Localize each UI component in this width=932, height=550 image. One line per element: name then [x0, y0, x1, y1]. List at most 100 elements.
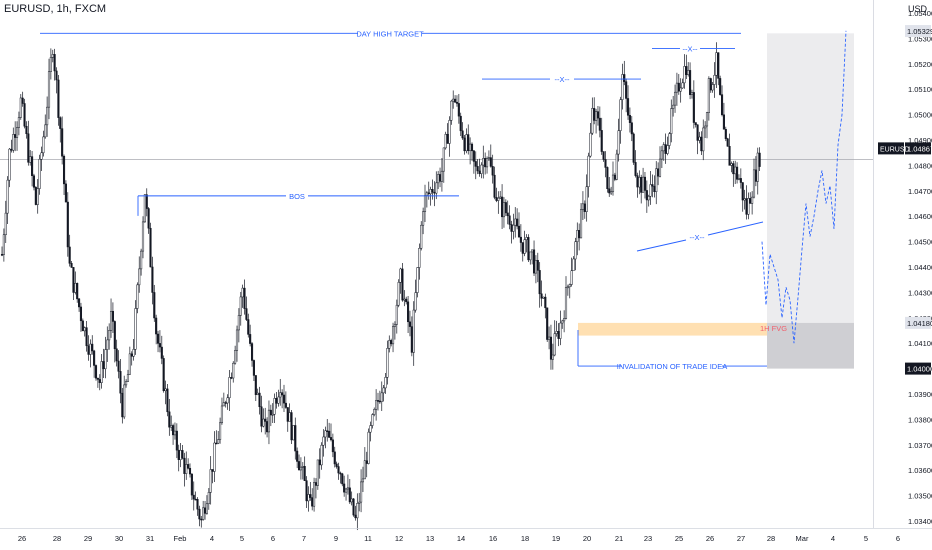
price-axis[interactable]: 1.05400 1.05300 1.05200 1.05100 1.05000 1.049… [873, 0, 932, 528]
candle-body [534, 260, 537, 274]
candle-body [751, 196, 754, 204]
candle-body [715, 52, 718, 76]
candle-body [288, 412, 291, 422]
candle-body [564, 287, 568, 319]
date-tick-label: 26 [706, 534, 714, 543]
candle-body [360, 481, 363, 503]
price-tick-label: 1.04700 [908, 187, 932, 196]
date-tick-label: 7 [302, 534, 306, 543]
candle-body [591, 108, 594, 134]
candle-body [136, 284, 139, 309]
candle-body [232, 362, 235, 379]
candle-body [444, 133, 447, 149]
candle-body [94, 365, 98, 379]
candle-body [260, 406, 263, 427]
price-tick-label: 1.03500 [908, 492, 932, 501]
candle-body [175, 430, 178, 451]
candle-body [311, 497, 314, 507]
candle-body [172, 425, 175, 436]
candle-body [299, 466, 302, 471]
candle-body [621, 74, 624, 100]
trendline-label: --X-- [690, 233, 705, 242]
date-tick-label: 30 [115, 534, 123, 543]
time-axis[interactable]: 26 28 29 30 31 Feb 4 5 6 7 9 11 12 13 14 16 18 19 20 21 23 25… [0, 528, 932, 544]
candle-body [476, 166, 479, 172]
candle-body [497, 197, 500, 201]
date-tick-label: Feb [174, 534, 187, 543]
price-tick-label: 1.04500 [908, 238, 932, 247]
candle-body [190, 473, 193, 496]
candle-body [736, 166, 739, 180]
candle-body [728, 146, 731, 166]
candle-body [442, 147, 445, 172]
candle-body [382, 387, 385, 394]
candle-body [23, 103, 26, 127]
candle-body [267, 409, 271, 433]
candle-body [664, 144, 667, 154]
currency-label: USD [908, 4, 928, 14]
candle-body [700, 136, 703, 152]
candle-body [331, 439, 334, 453]
candle-body [247, 319, 250, 335]
date-tick-label: 11 [364, 534, 372, 543]
candle-body [657, 168, 660, 177]
candle-body [198, 508, 201, 520]
candle-body [194, 498, 197, 501]
candle-body [245, 308, 248, 320]
candle-body [125, 381, 128, 386]
candle-body [282, 394, 286, 404]
candle-body [78, 298, 81, 308]
candle-body [141, 221, 145, 252]
candle-body [111, 310, 114, 322]
candle-body [378, 400, 381, 403]
candle-body [29, 156, 32, 163]
candle-body [675, 82, 678, 93]
candle-body [420, 224, 423, 249]
candle-body [602, 151, 605, 160]
candle-body [408, 321, 412, 327]
candle-body [465, 134, 468, 152]
price-label-box [905, 316, 931, 329]
date-tick-label: 5 [240, 534, 244, 543]
candle-body [15, 127, 19, 138]
candle-body [414, 292, 417, 311]
candle-body [660, 150, 663, 160]
bos-label: BOS [289, 192, 305, 201]
candle-body [455, 101, 459, 104]
candle-body [130, 353, 133, 357]
candle-body [62, 155, 66, 185]
candle-body [228, 377, 231, 399]
candle-body [737, 178, 741, 180]
candle-body [403, 298, 406, 301]
candle-body [756, 152, 759, 182]
candle-body [81, 320, 84, 332]
candle-body [271, 413, 274, 416]
candle-body [655, 168, 658, 192]
candle-body [96, 377, 99, 380]
candle-body [630, 122, 633, 135]
candle-body [525, 237, 528, 240]
candle-body [17, 117, 20, 128]
date-tick-label: 20 [583, 534, 591, 543]
candle-body [348, 487, 351, 503]
candle-body [463, 137, 466, 152]
date-tick-label: 14 [457, 534, 465, 543]
candle-body [523, 239, 526, 254]
price-tick-label: 1.04900 [908, 136, 932, 145]
candle-body [670, 108, 673, 134]
liquidity-label: --X-- [555, 75, 570, 84]
candle-body [373, 409, 376, 415]
date-tick-label: 6 [896, 534, 900, 543]
candle-body [521, 242, 524, 254]
candle-body [548, 336, 551, 340]
price-tick-label: 1.05100 [908, 85, 932, 94]
candle-body [87, 345, 90, 355]
candle-body [662, 144, 665, 152]
candle-body [553, 333, 556, 356]
candle-body [356, 503, 359, 519]
candle-body [179, 450, 182, 460]
date-tick-label: 18 [521, 534, 529, 543]
date-tick-label: 16 [489, 534, 497, 543]
candle-body [734, 166, 737, 175]
